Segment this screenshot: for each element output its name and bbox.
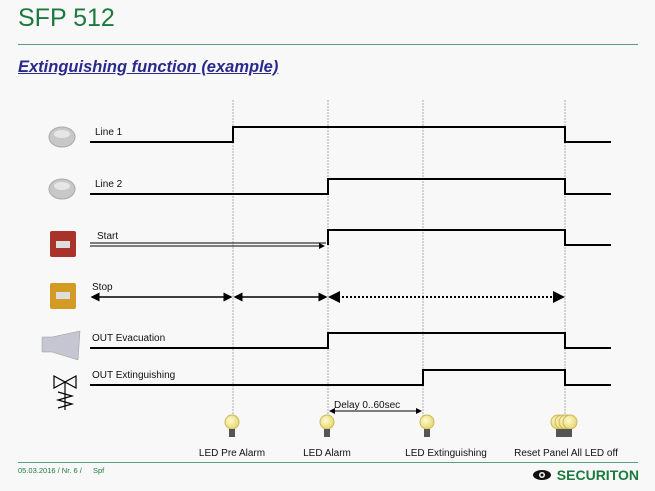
horn-icon [41, 330, 81, 361]
red-manual-call-point-icon [50, 231, 76, 257]
event-label: LED Alarm [303, 448, 351, 459]
signal-label: Start [97, 231, 118, 242]
signal-extinguishing [90, 369, 611, 386]
bulb-icon [419, 414, 435, 437]
brand-logo: SECURITON [532, 467, 639, 483]
valve-icon [53, 374, 77, 410]
footer-date: 05.03.2016 / Nr. 6 / [18, 466, 82, 475]
brand-name: SECURITON [556, 467, 639, 483]
signal-label: Line 2 [95, 179, 123, 190]
bulb-icon [319, 414, 335, 437]
slide-title: SFP 512 [18, 4, 115, 32]
signal-line-2 [90, 178, 611, 195]
event-label: LED Pre Alarm [199, 448, 265, 459]
signal-label: Stop [92, 282, 113, 293]
footer-divider [18, 462, 638, 463]
event-label: LED Extinguishing [405, 448, 487, 459]
signal-label: OUT Evacuation [92, 333, 165, 344]
signal-label: Line 1 [95, 127, 123, 138]
yellow-manual-call-point-icon [50, 283, 76, 309]
signal-label: OUT Extinguishing [92, 370, 175, 381]
smoke-detector-icon [48, 126, 76, 148]
event-label: Reset Panel All LED off [514, 448, 618, 459]
header-divider [18, 44, 638, 45]
bulb-icon [224, 414, 240, 437]
delay-label: Delay 0..60sec [334, 400, 400, 411]
start-double-arrow [90, 242, 326, 249]
smoke-detector-icon [48, 178, 76, 200]
footer-author: Spf [93, 466, 105, 475]
eye-icon [532, 470, 551, 480]
signal-evacuation [90, 332, 611, 349]
signal-line-1 [90, 126, 611, 143]
signal-start [327, 229, 611, 246]
slide-subtitle: Extinguishing function (example) [18, 58, 279, 76]
multiple-bulbs-icon [550, 414, 578, 437]
